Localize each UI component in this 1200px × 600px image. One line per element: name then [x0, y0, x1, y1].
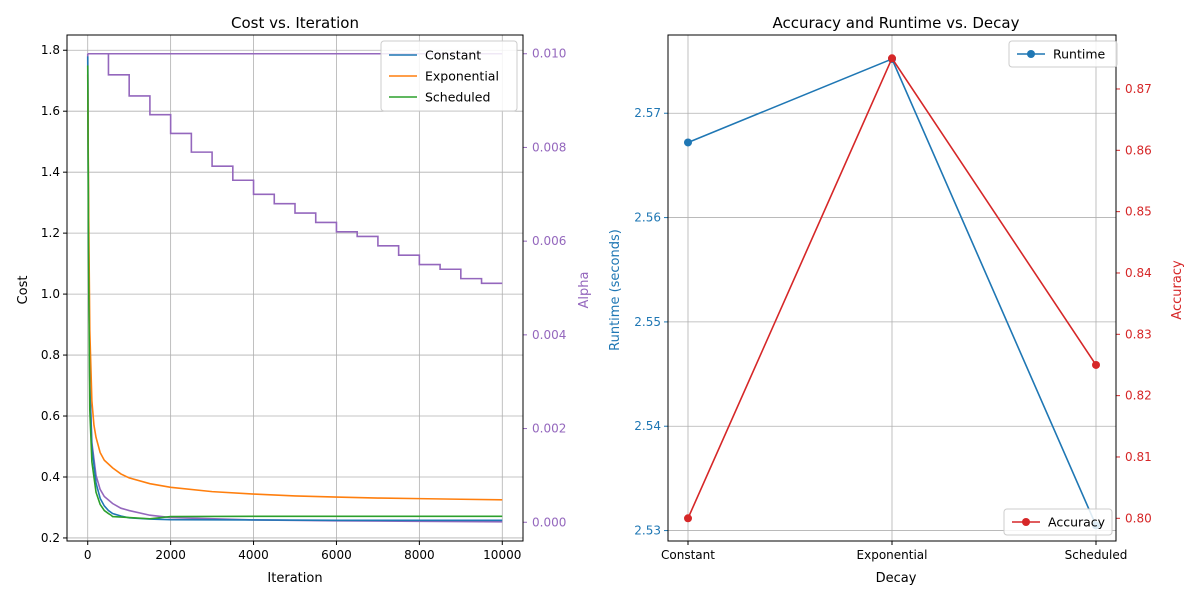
chart1-y2-ticks: 0.000 0.002 0.004 0.006 0.008 0.010 [523, 47, 566, 529]
chart1-y-tick-label: 1.4 [41, 165, 60, 179]
chart1-legend-label: Constant [425, 48, 481, 63]
chart1-y-tick-label: 0.2 [41, 531, 60, 545]
chart1-y2-tick-label: 0.010 [532, 47, 566, 61]
chart1-y-tick-label: 1.2 [41, 226, 60, 240]
chart2-y2-tick-label: 0.81 [1125, 450, 1152, 464]
chart2-y2-tick-label: 0.85 [1125, 205, 1152, 219]
chart1-legend: Constant Exponential Scheduled [380, 40, 518, 112]
chart2-y-tick-label: 2.55 [634, 315, 661, 329]
chart1-y-tick-label: 1.8 [41, 43, 60, 57]
chart2-y2-ticks: 0.80 0.81 0.82 0.83 0.84 0.85 0.86 0.87 [1116, 82, 1152, 525]
chart2-y2-tick-label: 0.80 [1125, 511, 1152, 525]
chart1-y-tick-label: 0.4 [41, 470, 60, 484]
chart2-legend-box [1003, 508, 1113, 536]
chart2-xlabel: Decay [876, 571, 917, 586]
chart1-y2-tick-label: 0.002 [532, 422, 566, 436]
chart1-series-line-scheduled [86, 65, 503, 520]
chart1-x-tick-label: 6000 [321, 548, 352, 562]
chart2-legend-accuracy: Accuracy [1003, 508, 1113, 536]
chart2-y2-tick-label: 0.86 [1125, 143, 1152, 157]
chart2-lines [684, 54, 1100, 530]
cost-vs-iteration-chart: Cost vs. Iteration Iteration Cost Alpha … [16, 14, 592, 586]
chart1-y2-tick-label: 0.006 [532, 234, 566, 248]
chart2-y-tick-label: 2.56 [634, 211, 661, 225]
chart1-y-ticks: 0.2 0.4 0.6 0.8 1.0 1.2 1.4 1.6 1.8 [41, 43, 67, 545]
chart2-ylabel: Runtime (seconds) [608, 229, 623, 351]
chart1-lines [86, 52, 503, 523]
chart2-y-ticks: 2.53 2.54 2.55 2.56 2.57 [634, 106, 668, 538]
chart2-legend-marker [1027, 50, 1035, 58]
chart2-y-tick-label: 2.57 [634, 106, 661, 120]
chart2-legend-box [1008, 40, 1118, 68]
chart2-legend-label: Runtime [1053, 47, 1106, 62]
chart2-y2label: Accuracy [1170, 260, 1185, 320]
chart1-y-tick-label: 1.0 [41, 287, 60, 301]
chart1-frame [66, 34, 524, 542]
accuracy-runtime-chart: Accuracy and Runtime vs. Decay Decay Run… [608, 14, 1185, 586]
chart2-x-tick-label: Exponential [857, 548, 928, 562]
chart2-legend-marker [1022, 518, 1030, 526]
chart1-series-line-alpha-4 [87, 52, 503, 285]
chart2-legend-label: Accuracy [1048, 515, 1106, 530]
chart2-legend-runtime: Runtime [1008, 40, 1118, 68]
chart2-y2-tick-label: 0.84 [1125, 266, 1152, 280]
chart1-y-tick-label: 0.6 [41, 409, 60, 423]
chart2-y2-tick-label: 0.83 [1125, 327, 1152, 341]
chart2-y-tick-label: 2.54 [634, 419, 661, 433]
chart1-title: Cost vs. Iteration [231, 14, 359, 32]
chart1-y-tick-label: 1.6 [41, 104, 60, 118]
chart1-ylabel: Cost [16, 276, 31, 305]
chart1-legend-box [380, 40, 518, 112]
chart1-y2-tick-label: 0.000 [532, 515, 566, 529]
chart1-y-tick-label: 0.8 [41, 348, 60, 362]
chart1-legend-label: Scheduled [425, 90, 490, 105]
chart1-x-tick-label: 4000 [238, 548, 269, 562]
chart1-legend-label: Exponential [425, 69, 499, 84]
chart1-x-tick-label: 2000 [155, 548, 186, 562]
chart2-point-runtime [684, 138, 692, 147]
chart2-x-tick-label: Scheduled [1065, 548, 1128, 562]
chart1-y2-tick-label: 0.008 [532, 140, 566, 154]
chart1-x-tick-label: 8000 [404, 548, 435, 562]
chart1-y2label: Alpha [577, 272, 592, 309]
chart2-point-accuracy [888, 54, 896, 63]
chart2-y-tick-label: 2.53 [634, 524, 661, 538]
chart2-x-tick-label: Constant [661, 548, 715, 562]
chart1-xlabel: Iteration [267, 571, 322, 586]
chart2-x-ticks: Constant Exponential Scheduled [661, 541, 1127, 562]
chart1-y2-tick-label: 0.004 [532, 328, 566, 342]
chart2-point-accuracy [1092, 360, 1100, 369]
chart2-point-accuracy [684, 514, 692, 523]
chart1-series-line-exponential [86, 74, 503, 501]
chart1-x-tick-label: 0 [84, 548, 92, 562]
chart1-x-ticks: 0 2000 4000 6000 8000 10000 [84, 541, 521, 562]
chart2-y2-tick-label: 0.87 [1125, 82, 1152, 96]
chart1-x-tick-label: 10000 [483, 548, 521, 562]
chart2-y2-tick-label: 0.82 [1125, 389, 1152, 403]
chart2-title: Accuracy and Runtime vs. Decay [773, 14, 1020, 32]
chart2-frame [667, 34, 1117, 542]
